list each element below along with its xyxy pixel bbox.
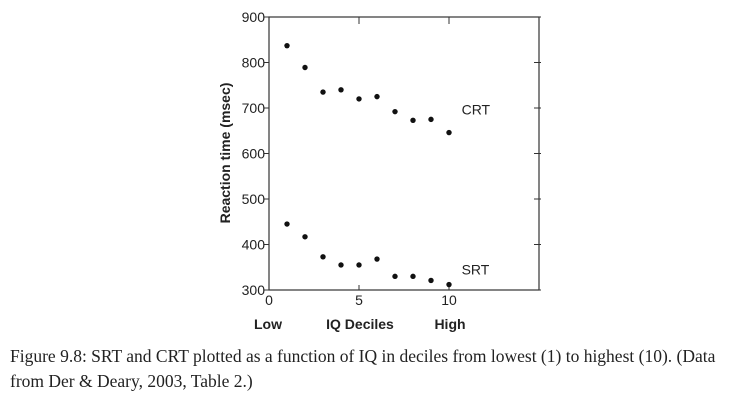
data-point-srt xyxy=(410,273,416,280)
y-tick-label: 800 xyxy=(242,55,266,71)
y-axis-label: Reaction time (msec) xyxy=(217,83,233,224)
series-label-crt: CRT xyxy=(462,102,491,118)
data-point-crt xyxy=(392,108,398,115)
series-label-srt: SRT xyxy=(462,262,490,278)
data-point-srt xyxy=(392,273,398,280)
data-point-crt xyxy=(302,64,308,71)
data-point-crt xyxy=(428,116,434,123)
plot-frame xyxy=(268,16,540,291)
data-point-crt xyxy=(374,93,380,100)
data-point-srt xyxy=(320,254,326,260)
x-label-low: Low xyxy=(254,316,282,332)
x-axis-label: IQ Deciles xyxy=(326,316,394,332)
x-label-high: High xyxy=(434,316,465,332)
y-tick-label: 400 xyxy=(242,237,266,253)
data-point-crt xyxy=(446,129,452,136)
y-tick-label: 900 xyxy=(242,9,266,25)
data-point-srt xyxy=(446,281,452,288)
data-point-crt xyxy=(284,42,290,49)
y-tick-label: 600 xyxy=(242,146,266,162)
data-point-srt xyxy=(302,234,308,240)
x-tick-label: 0 xyxy=(265,292,273,308)
data-point-crt xyxy=(356,96,362,102)
data-point-srt xyxy=(284,221,290,227)
data-point-srt xyxy=(374,256,380,262)
y-tick-label: 700 xyxy=(242,100,266,116)
data-point-srt xyxy=(356,262,362,268)
x-tick-label: 5 xyxy=(355,292,363,308)
figure-caption: Figure 9.8: SRT and CRT plotted as a fun… xyxy=(10,346,716,391)
data-point-crt xyxy=(410,117,416,123)
data-point-crt xyxy=(338,87,344,93)
y-tick-label: 300 xyxy=(242,282,266,298)
data-point-srt xyxy=(428,277,434,284)
data-point-srt xyxy=(338,262,344,268)
scatter-chart: 300 400 500 600 700 800 900 0 5 10 Low IQ Deciles Hi… xyxy=(217,9,541,332)
data-point-crt xyxy=(320,89,326,95)
x-tick-label: 10 xyxy=(441,292,457,308)
y-tick-label: 500 xyxy=(242,191,266,207)
